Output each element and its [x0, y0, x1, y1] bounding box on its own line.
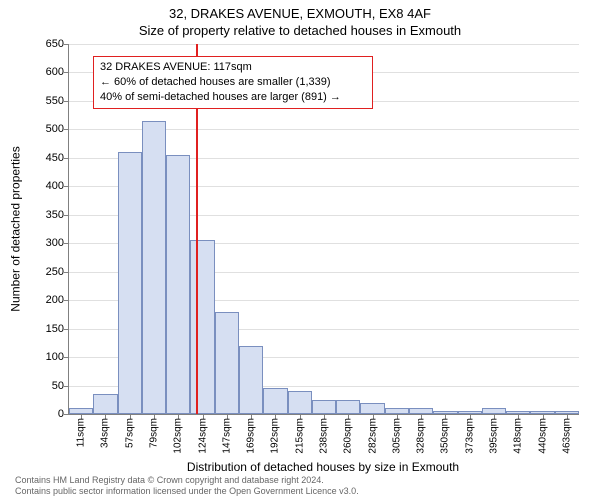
histogram-bar: [142, 121, 166, 414]
xtick-label: 440sqm: [537, 418, 548, 454]
ytick-mark: [64, 186, 69, 187]
gridline: [69, 44, 579, 45]
xtick-label: 11sqm: [76, 418, 87, 447]
histogram-bar: [118, 152, 142, 414]
xtick-label: 169sqm: [246, 418, 257, 454]
ytick-mark: [64, 300, 69, 301]
ytick-mark: [64, 72, 69, 73]
ytick-label: 400: [24, 180, 64, 192]
xtick-label: 192sqm: [270, 418, 281, 454]
xtick-label: 215sqm: [294, 418, 305, 454]
ytick-mark: [64, 272, 69, 273]
ytick-mark: [64, 215, 69, 216]
callout-box: 32 DRAKES AVENUE: 117sqm ← 60% of detach…: [93, 56, 373, 109]
xtick-label: 282sqm: [367, 418, 378, 454]
xtick-label: 57sqm: [124, 418, 135, 448]
xtick-label: 260sqm: [343, 418, 354, 454]
xtick-label: 79sqm: [149, 418, 160, 448]
ytick-label: 550: [24, 95, 64, 107]
histogram-bar: [288, 391, 312, 414]
ytick-label: 50: [24, 380, 64, 392]
histogram-bar: [336, 400, 360, 414]
x-axis-label: Distribution of detached houses by size …: [68, 460, 578, 474]
ytick-label: 150: [24, 323, 64, 335]
xtick-label: 238sqm: [319, 418, 330, 454]
xtick-label: 350sqm: [440, 418, 451, 454]
xtick-label: 305sqm: [391, 418, 402, 454]
xtick-label: 463sqm: [561, 418, 572, 454]
xtick-label: 395sqm: [489, 418, 500, 454]
xtick-label: 124sqm: [197, 418, 208, 454]
ytick-label: 100: [24, 351, 64, 363]
histogram-bar: [312, 400, 336, 414]
histogram-bar: [215, 312, 239, 414]
histogram-bar: [166, 155, 190, 414]
ytick-label: 600: [24, 66, 64, 78]
ytick-label: 450: [24, 152, 64, 164]
xtick-label: 418sqm: [513, 418, 524, 454]
y-axis-label-wrap: Number of detached properties: [8, 44, 24, 414]
footer-line2: Contains public sector information licen…: [15, 486, 359, 497]
histogram-bar: [93, 394, 117, 414]
ytick-label: 500: [24, 123, 64, 135]
xtick-label: 34sqm: [100, 418, 111, 448]
ytick-mark: [64, 158, 69, 159]
callout-line2: ← 60% of detached houses are smaller (1,…: [100, 75, 366, 90]
histogram-bar: [190, 240, 214, 414]
ytick-mark: [64, 414, 69, 415]
ytick-label: 0: [24, 408, 64, 420]
ytick-mark: [64, 243, 69, 244]
chart-container: 32, DRAKES AVENUE, EXMOUTH, EX8 4AF Size…: [0, 0, 600, 500]
ytick-mark: [64, 129, 69, 130]
title-address: 32, DRAKES AVENUE, EXMOUTH, EX8 4AF: [0, 6, 600, 21]
histogram-bar: [263, 388, 287, 414]
ytick-mark: [64, 44, 69, 45]
y-axis-label: Number of detached properties: [9, 146, 23, 311]
histogram-bar: [360, 403, 384, 414]
ytick-mark: [64, 386, 69, 387]
ytick-label: 650: [24, 38, 64, 50]
xtick-label: 102sqm: [173, 418, 184, 454]
plot-area: 11sqm34sqm57sqm79sqm102sqm124sqm147sqm16…: [68, 44, 579, 415]
callout-line1: 32 DRAKES AVENUE: 117sqm: [100, 60, 366, 75]
ytick-mark: [64, 101, 69, 102]
footer-line1: Contains HM Land Registry data © Crown c…: [15, 475, 359, 486]
ytick-mark: [64, 329, 69, 330]
histogram-bar: [239, 346, 263, 414]
callout-line3: 40% of semi-detached houses are larger (…: [100, 90, 366, 105]
xtick-label: 147sqm: [221, 418, 232, 454]
ytick-label: 250: [24, 266, 64, 278]
ytick-label: 200: [24, 294, 64, 306]
ytick-label: 300: [24, 237, 64, 249]
ytick-mark: [64, 357, 69, 358]
ytick-label: 350: [24, 209, 64, 221]
xtick-label: 328sqm: [416, 418, 427, 454]
footer-attribution: Contains HM Land Registry data © Crown c…: [15, 475, 359, 497]
title-subtitle: Size of property relative to detached ho…: [0, 23, 600, 38]
xtick-label: 373sqm: [464, 418, 475, 454]
